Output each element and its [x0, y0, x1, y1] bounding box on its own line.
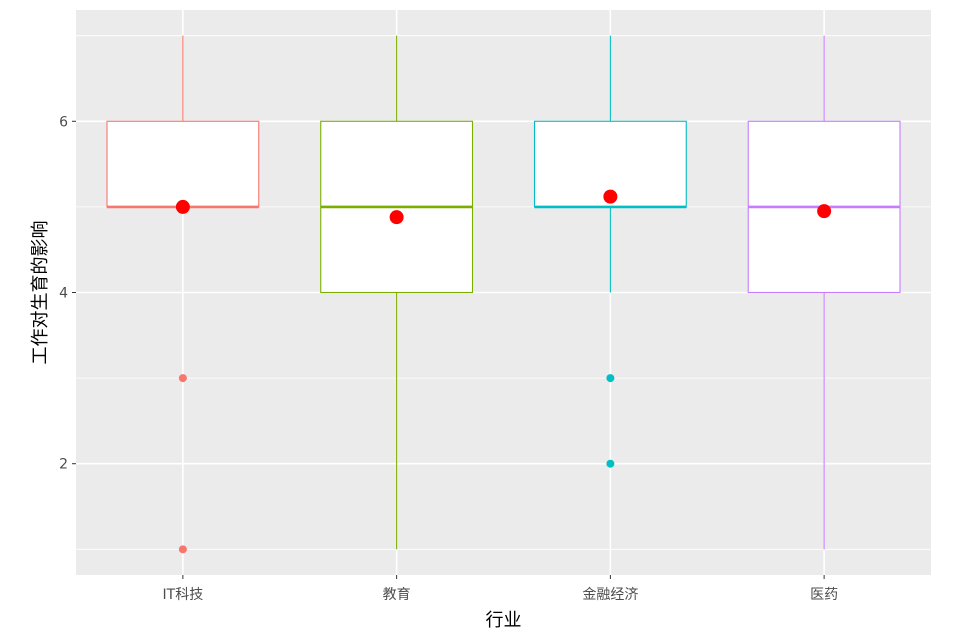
y-axis-title: 工作对生育的影响 — [30, 221, 51, 365]
outlier-point — [178, 545, 187, 554]
x-tick-label: 金融经济 — [582, 587, 638, 603]
y-tick-label: 2 — [59, 457, 68, 473]
outlier-point — [606, 459, 615, 468]
y-tick-label: 6 — [59, 114, 68, 130]
mean-point — [175, 199, 190, 214]
box-group — [533, 35, 687, 468]
y-axis-ticks: 2 4 6 — [59, 114, 76, 473]
x-tick-label: 医药 — [810, 587, 838, 603]
boxes — [106, 35, 901, 554]
x-axis-ticks: IT科技 教育 金融经济 医药 — [163, 575, 838, 603]
mean-point — [603, 189, 618, 204]
y-tick-label: 4 — [59, 286, 68, 302]
box-group — [320, 35, 474, 550]
box-group — [106, 35, 260, 554]
x-tick-label: IT科技 — [163, 587, 204, 603]
mean-point — [389, 210, 404, 225]
mean-point — [817, 204, 832, 219]
x-axis-title: 行业 — [486, 610, 522, 631]
box-group — [747, 35, 901, 550]
outlier-point — [606, 374, 615, 383]
box — [106, 120, 260, 208]
x-tick-label: 教育 — [383, 587, 411, 603]
outlier-point — [178, 374, 187, 383]
